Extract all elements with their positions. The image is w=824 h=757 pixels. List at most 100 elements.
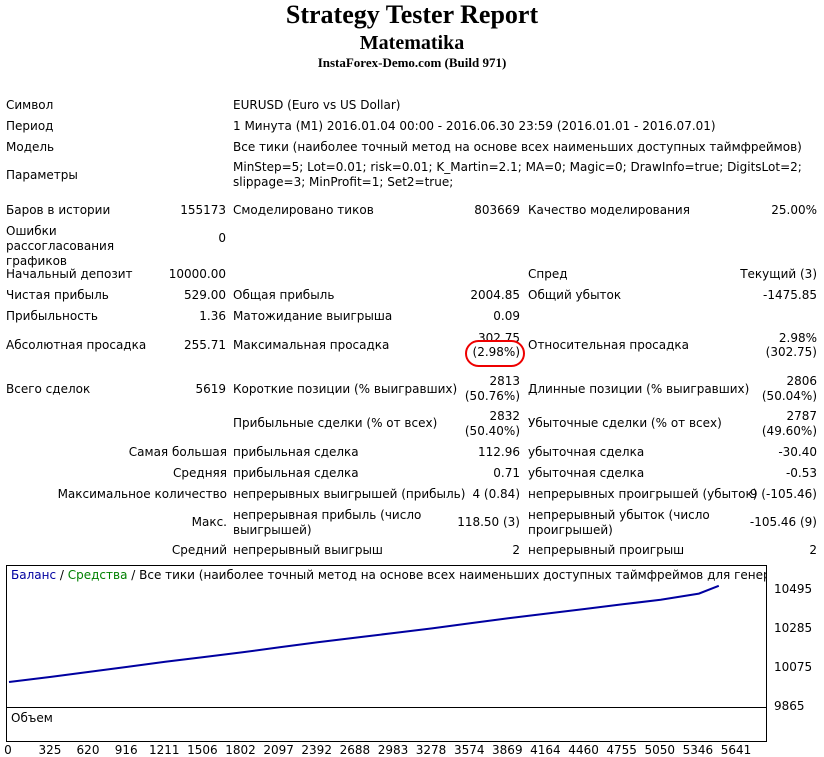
avg-win-label: прибыльная сделка: [233, 466, 359, 480]
legend-description: Все тики (наиболее точный метод на основ…: [139, 568, 766, 582]
avgcons-win-value: 2: [512, 543, 520, 557]
report-title: Strategy Tester Report: [285, 0, 539, 29]
y-tick-label: 9865: [774, 699, 805, 713]
maxcp-label: Макс.: [191, 515, 227, 529]
win-value: 2832: [489, 409, 520, 423]
maxcons-win-label: непрерывных выигрышей (прибыль): [233, 487, 466, 501]
volume-plot: [7, 708, 766, 741]
period-value: 1 Минута (M1) 2016.01.04 00:00 - 2016.06…: [233, 119, 716, 133]
quality-label: Качество моделирования: [528, 203, 690, 217]
loss-percent: (49.60%): [761, 424, 817, 438]
period-label: Период: [6, 119, 54, 133]
avg-loss-value: -0.53: [785, 466, 817, 480]
net-label: Чистая прибыль: [6, 288, 109, 302]
params-value: MinStep=5; Lot=0.01; risk=0.01; K_Martin…: [233, 160, 802, 189]
x-tick-label: 4164: [530, 743, 561, 757]
trades-label: Всего сделок: [6, 382, 91, 396]
bars-label: Баров в истории: [6, 203, 111, 217]
x-tick-label: 0: [4, 743, 12, 757]
maxcp-win-label: непрерывная прибыль (число выигрышей): [233, 508, 422, 537]
x-tick-label: 5641: [720, 743, 752, 757]
avgcons-loss-label: непрерывный проигрыш: [528, 543, 685, 557]
volume-panel: Объем: [6, 707, 767, 742]
x-tick-label: 3574: [453, 743, 485, 757]
long-percent: (50.04%): [761, 389, 817, 403]
x-tick-label: 5346: [682, 743, 714, 757]
gross-loss-label: Общий убыток: [528, 288, 622, 302]
x-tick-label: 1506: [187, 743, 218, 757]
loss-value: 2787: [786, 409, 817, 423]
symbol-value: EURUSD (Euro vs US Dollar): [233, 98, 401, 112]
balance-line: [8, 584, 720, 683]
avgcons-win-label: непрерывный выигрыш: [233, 543, 383, 557]
short-percent: (50.76%): [464, 389, 520, 403]
pf-label: Прибыльность: [6, 309, 98, 323]
volume-label: Объем: [11, 711, 53, 725]
avgcons-label: Средний: [171, 543, 227, 557]
errors-label: Ошибки рассогласования графиков: [6, 224, 115, 268]
server-build: InstaForex-Demo.com (Build 971): [317, 55, 507, 70]
maxcons-win-value: 4 (0.84): [472, 487, 520, 501]
symbol-label: Символ: [6, 98, 54, 112]
highlight-circle: [465, 340, 525, 367]
expected-value: 0.09: [493, 309, 520, 323]
x-tick-label: 1211: [149, 743, 180, 757]
avg-loss-label: убыточная сделка: [528, 466, 645, 480]
largest-label: Самая большая: [128, 445, 227, 459]
gross-profit-label: Общая прибыль: [233, 288, 335, 302]
abs-dd-label: Абсолютная просадка: [6, 338, 147, 352]
legend-balance: Баланс: [11, 568, 57, 582]
avg-label: Средняя: [173, 466, 227, 480]
y-tick-label: 10075: [774, 660, 813, 675]
max-dd-label: Максимальная просадка: [233, 338, 390, 352]
maxcons-loss-value: 9 (-105.46): [749, 487, 817, 501]
ticks-label: Смоделировано тиков: [233, 203, 374, 217]
legend-separator: /: [127, 568, 140, 582]
maxcp-loss-value: -105.46 (9): [749, 515, 817, 529]
net-value: 529.00: [184, 288, 226, 302]
y-tick-label: 10495: [774, 582, 813, 597]
short-label: Короткие позиции (% выигравших): [233, 382, 458, 396]
errors-value: 0: [218, 231, 226, 245]
x-tick-label: 2688: [339, 743, 371, 757]
x-tick-label: 3869: [492, 743, 523, 757]
expected-label: Матожидание выигрыша: [233, 309, 393, 323]
avg-win-value: 0.71: [493, 466, 520, 480]
x-tick-label: 2392: [301, 743, 332, 757]
largest-loss-value: -30.40: [778, 445, 817, 459]
maxcons-label: Максимальное количество: [57, 487, 227, 501]
rel-dd-value: 2.98%: [778, 331, 817, 345]
quality-value: 25.00%: [771, 203, 817, 217]
x-tick-label: 325: [38, 743, 62, 757]
x-tick-label: 2983: [377, 743, 409, 757]
y-tick-label: 10285: [774, 621, 813, 636]
params-label: Параметры: [6, 168, 78, 182]
gross-loss-value: -1475.85: [763, 288, 817, 302]
abs-dd-value: 255.71: [184, 338, 226, 352]
short-value: 2813: [489, 374, 520, 388]
largest-win-value: 112.96: [478, 445, 520, 459]
legend-separator: /: [56, 568, 68, 582]
x-tick-label: 4460: [568, 743, 599, 757]
expert-name: Matematika: [359, 32, 465, 54]
deposit-value: 10000.00: [168, 267, 226, 281]
chart-legend: Баланс / Средства / Все тики (наиболее т…: [11, 568, 766, 582]
x-tick-label: 1802: [225, 743, 256, 757]
x-tick-label: 3278: [415, 743, 447, 757]
maxcp-loss-label: непрерывный убыток (число проигрышей): [528, 508, 710, 537]
legend-equity: Средства: [67, 568, 128, 582]
model-label: Модель: [6, 140, 55, 154]
balance-chart: Баланс / Средства / Все тики (наиболее т…: [6, 565, 767, 708]
maxcp-win-value: 118.50 (3): [457, 515, 520, 529]
win-percent: (50.40%): [464, 424, 520, 438]
maxcons-loss-label: непрерывных проигрышей (убыток): [528, 487, 758, 501]
x-tick-label: 5050: [644, 743, 675, 757]
gross-profit-value: 2004.85: [470, 288, 520, 302]
max-dd-percent: (2.98%): [472, 345, 520, 359]
largest-win-label: прибыльная сделка: [233, 445, 359, 459]
loss-label: Убыточные сделки (% от всех): [528, 416, 722, 430]
ticks-value: 803669: [474, 203, 520, 217]
pf-value: 1.36: [199, 309, 226, 323]
x-tick-label: 916: [114, 743, 138, 757]
largest-loss-label: убыточная сделка: [528, 445, 645, 459]
